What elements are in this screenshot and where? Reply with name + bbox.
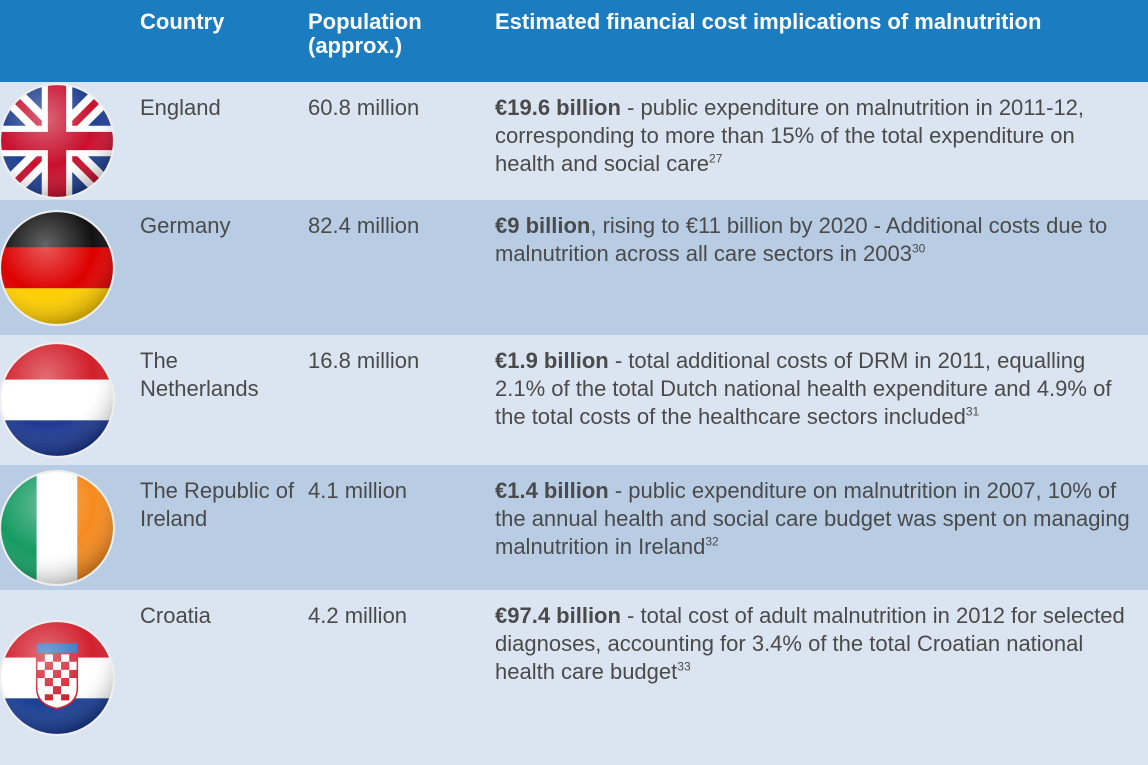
flag-ireland: [0, 469, 115, 586]
row: The Republic of Ireland 4.1 million €1.4…: [0, 465, 1148, 590]
cost-text: , rising to €11 billion by 2020 - Additi…: [495, 213, 1108, 266]
population: 16.8 million: [308, 335, 495, 465]
row: England 60.8 million €19.6 billion - pub…: [0, 82, 1148, 200]
cost-bold: €9 billion: [495, 213, 591, 238]
cost: €1.4 billion - public expenditure on mal…: [495, 465, 1148, 590]
flag-cell: [0, 335, 140, 465]
country: The Netherlands: [140, 335, 308, 465]
cost-text: - total cost of adult malnutrition in 20…: [495, 603, 1125, 684]
population: 82.4 million: [308, 200, 495, 335]
header-cell: Estimated financial cost implications of…: [495, 0, 1148, 82]
flag-cell: [0, 590, 140, 765]
cost-bold: €19.6 billion: [495, 95, 621, 120]
ref: 33: [677, 659, 691, 674]
header-cell: Population (approx.): [308, 0, 495, 82]
flag-cell: [0, 465, 140, 590]
population: 4.2 million: [308, 590, 495, 765]
cost-bold: €1.4 billion: [495, 478, 609, 503]
row: The Netherlands 16.8 million €1.9 billio…: [0, 335, 1148, 465]
cost-bold: €97.4 billion: [495, 603, 621, 628]
population: 60.8 million: [308, 82, 495, 200]
flag-croatia: [0, 619, 115, 736]
flag-cell: [0, 82, 140, 200]
flag-england: [0, 83, 115, 199]
country: The Republic of Ireland: [140, 465, 308, 590]
country: Croatia: [140, 590, 308, 765]
cost: €19.6 billion - public expenditure on ma…: [495, 82, 1148, 200]
cost-text: - public expenditure on malnutrition in …: [495, 95, 1085, 176]
cost-text: - public expenditure on malnutrition in …: [495, 478, 1130, 559]
row: Croatia 4.2 million €97.4 billion - tota…: [0, 590, 1148, 765]
cost-bold: €1.9 billion: [495, 348, 609, 373]
country: Germany: [140, 200, 308, 335]
ref: 32: [705, 534, 719, 549]
country: England: [140, 82, 308, 200]
header-blank: [0, 0, 140, 82]
flag-netherlands: [0, 342, 115, 458]
row: Germany 82.4 million €9 billion, rising …: [0, 200, 1148, 335]
flag-germany: [0, 209, 115, 326]
ref: 30: [911, 241, 926, 256]
header-cell: Country: [140, 0, 308, 82]
population: 4.1 million: [308, 465, 495, 590]
ref: 27: [709, 151, 723, 166]
ref: 31: [965, 404, 980, 419]
cost: €1.9 billion - total additional costs of…: [495, 335, 1148, 465]
flag-cell: [0, 200, 140, 335]
cost: €97.4 billion - total cost of adult maln…: [495, 590, 1148, 765]
cost-text: - total additional costs of DRM in 2011,…: [495, 348, 1112, 429]
header-row: Country Population (approx.) Estimated f…: [0, 0, 1148, 82]
cost: €9 billion, rising to €11 billion by 202…: [495, 200, 1148, 335]
